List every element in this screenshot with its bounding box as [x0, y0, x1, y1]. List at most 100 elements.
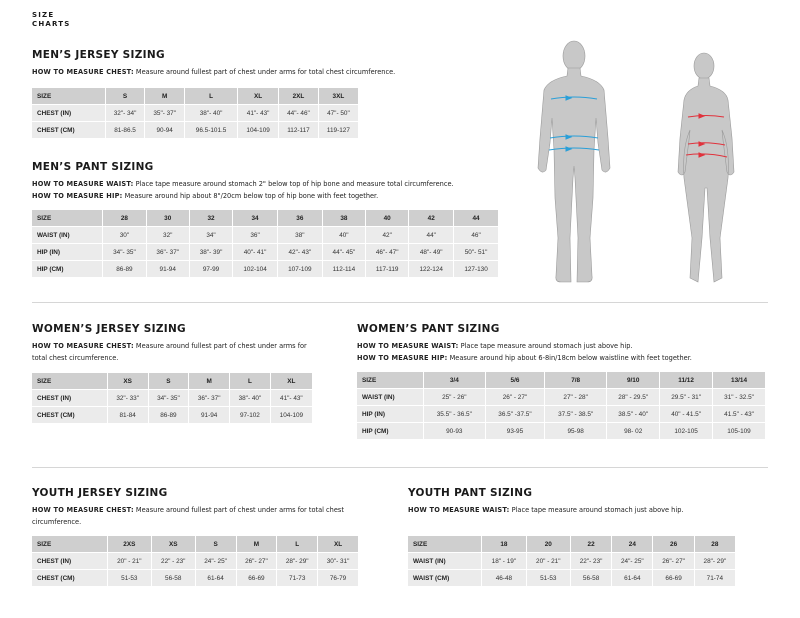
size-header-cell: XL: [238, 88, 279, 104]
table-cell: 40"- 41": [233, 244, 277, 260]
table-cell: 28"- 29": [277, 553, 318, 569]
row-label-cell: HIP (CM): [32, 261, 103, 277]
size-header-cell: XL: [270, 373, 312, 389]
table-cell: 117-119: [366, 261, 409, 277]
size-header-cell: 42: [409, 210, 454, 226]
row-label-cell: SIZE: [32, 210, 103, 226]
table-cell: 119-127: [318, 122, 358, 138]
instruction-line: HOW TO MEASURE CHEST: Measure around ful…: [32, 341, 322, 364]
table-cell: 93-95: [485, 423, 545, 439]
table-cell: 29.5" - 31": [660, 389, 713, 405]
instruction-text: Place tape measure around stomach just a…: [509, 506, 684, 514]
size-header-cell: 3XL: [318, 88, 358, 104]
size-header-cell: 36: [277, 210, 322, 226]
instruction-text: Measure around fullest part of chest und…: [32, 506, 344, 526]
size-header-cell: 28: [103, 210, 146, 226]
table-cell: 28"- 29": [694, 553, 735, 569]
table-cell: 90-94: [145, 122, 185, 138]
size-header-cell: XL: [318, 536, 358, 552]
table-cell: 56-58: [151, 570, 195, 586]
row-label-cell: SIZE: [408, 536, 482, 552]
table-cell: 107-109: [277, 261, 322, 277]
table-row: HIP (CM) 86-89 91-94 97-99 102-104 107-109 112…: [32, 261, 498, 277]
instruction-label: HOW TO MEASURE HIP:: [357, 353, 448, 362]
row-label-cell: WAIST (IN): [408, 553, 482, 569]
table-cell: 36.5" -37.5": [485, 406, 545, 422]
instruction-line: HOW TO MEASURE WAIST: Place tape measure…: [408, 505, 768, 517]
table-cell: 86-89: [148, 407, 189, 423]
table-row: WAIST (IN) 25" - 26" 26" - 27" 27" - 28" 28"…: [357, 389, 765, 405]
measure-instructions: HOW TO MEASURE CHEST: Measure around ful…: [32, 67, 502, 79]
table-cell: 25" - 26": [423, 389, 485, 405]
row-label-cell: HIP (CM): [357, 423, 423, 439]
youth-pant-size-table: SIZE 18 20 22 24 26 28 WAIST (IN) 18" - 19" 20" -…: [407, 535, 736, 587]
size-header-cell: L: [230, 373, 270, 389]
table-cell: 105-109: [713, 423, 765, 439]
table-cell: 42"- 43": [277, 244, 322, 260]
table-cell: 51-53: [107, 570, 151, 586]
section-title: YOUTH PANT SIZING: [408, 487, 533, 499]
table-cell: 24"- 25": [195, 553, 236, 569]
table-cell: 44"- 45": [322, 244, 366, 260]
table-cell: 24"- 25": [612, 553, 653, 569]
row-label-cell: WAIST (IN): [357, 389, 423, 405]
table-row: CHEST (IN) 20" - 21" 22" - 23" 24"- 25" 26"-…: [32, 553, 358, 569]
instruction-label: HOW TO MEASURE HIP:: [32, 191, 123, 200]
table-cell: 38"- 39": [189, 244, 233, 260]
chest-waist-hip-arrows-icon: [548, 95, 600, 152]
instruction-line: HOW TO MEASURE CHEST: Measure around ful…: [32, 67, 502, 79]
row-label-cell: SIZE: [357, 372, 423, 388]
instruction-line: HOW TO MEASURE HIP: Measure around hip a…: [357, 353, 777, 365]
size-header-cell: L: [277, 536, 318, 552]
table-cell: 36": [233, 227, 277, 243]
measure-instructions: HOW TO MEASURE WAIST: Place tape measure…: [32, 179, 532, 202]
table-cell: 91-94: [146, 261, 189, 277]
instruction-label: HOW TO MEASURE WAIST:: [32, 180, 134, 188]
row-label-cell: CHEST (IN): [32, 390, 107, 406]
table-cell: 38"- 40": [230, 390, 270, 406]
table-cell: 48"- 49": [409, 244, 454, 260]
size-header-cell: 30: [146, 210, 189, 226]
size-header-cell: S: [195, 536, 236, 552]
size-header-cell: 26: [653, 536, 694, 552]
table-cell: 38": [277, 227, 322, 243]
table-cell: 104-109: [238, 122, 279, 138]
table-cell: 42": [366, 227, 409, 243]
table-cell: 76-79: [318, 570, 358, 586]
table-cell: 44": [409, 227, 454, 243]
table-row: CHEST (IN) 32"- 34" 35"- 37" 38"- 40" 41"- 4…: [32, 105, 358, 121]
table-cell: 35"- 37": [145, 105, 185, 121]
table-cell: 46-48: [482, 570, 526, 586]
table-cell: 35.5" - 36.5": [423, 406, 485, 422]
size-header-cell: 24: [612, 536, 653, 552]
table-cell: 31" - 32.5": [713, 389, 765, 405]
womens-jersey-size-table: SIZE XS S M L XL CHEST (IN) 32"- 33" 34"- 35" 36"…: [31, 372, 313, 424]
table-row: WAIST (IN) 30" 32" 34" 36" 38" 40" 42" 44" 46": [32, 227, 498, 243]
size-header-cell: 9/10: [607, 372, 660, 388]
body-measurement-figures: [537, 40, 735, 283]
table-row: CHEST (IN) 32"- 33" 34"- 35" 36"- 37" 38"- 4…: [32, 390, 312, 406]
table-cell: 95-98: [545, 423, 607, 439]
table-cell: 56-58: [570, 570, 612, 586]
size-header-cell: 22: [570, 536, 612, 552]
table-cell: 97-102: [230, 407, 270, 423]
size-header-cell: 38: [322, 210, 366, 226]
table-cell: 26"- 27": [653, 553, 694, 569]
size-header-cell: 13/14: [713, 372, 765, 388]
instruction-line: HOW TO MEASURE HIP: Measure around hip a…: [32, 191, 532, 203]
table-cell: 40" - 41.5": [660, 406, 713, 422]
instruction-text: Place tape measure around stomach just a…: [458, 342, 633, 350]
table-row: WAIST (IN) 18" - 19" 20" - 21" 22"- 23" 24"-…: [408, 553, 735, 569]
row-label-cell: CHEST (CM): [32, 407, 107, 423]
table-cell: 41"- 43": [238, 105, 279, 121]
table-cell: 96.5-101.5: [185, 122, 238, 138]
row-label-cell: HIP (IN): [357, 406, 423, 422]
male-figure-icon: [537, 40, 611, 283]
table-cell: 34"- 35": [148, 390, 189, 406]
brand-line-2: CHARTS: [32, 20, 71, 28]
instruction-label: HOW TO MEASURE CHEST:: [32, 68, 134, 76]
table-cell: 46"- 47": [366, 244, 409, 260]
table-cell: 122-124: [409, 261, 454, 277]
table-cell: 50"- 51": [454, 244, 498, 260]
brand-heading: SIZE CHARTS: [32, 11, 71, 29]
